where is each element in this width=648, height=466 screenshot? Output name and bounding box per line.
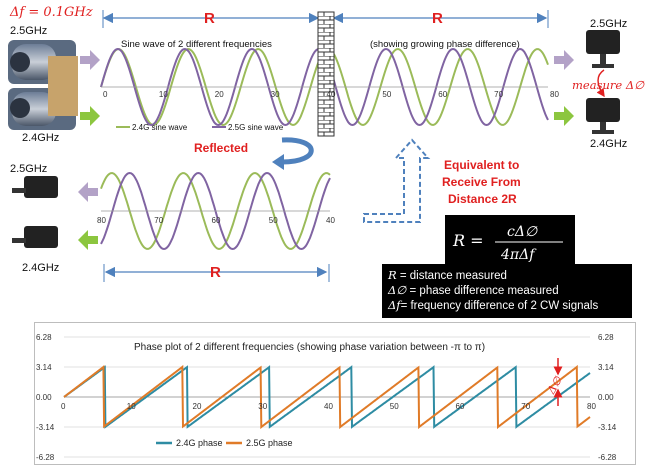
phase-y-tick-left: 6.28 <box>36 333 52 342</box>
top-tick-label: 0 <box>103 90 108 99</box>
phase-grid <box>64 336 590 458</box>
right-note: (showing growing phase difference) <box>370 39 520 50</box>
definition-row: Δf= frequency difference of 2 CW signals <box>388 298 626 313</box>
transmitter-device-top-icon <box>12 176 58 198</box>
freq-high-top: 2.5GHz <box>10 25 47 37</box>
freq-low-top: 2.4GHz <box>22 132 59 144</box>
definition-row: R = distance measured <box>388 268 626 283</box>
measure-label: measure Δ∅ <box>572 78 645 92</box>
phase-chart-frame <box>34 322 636 465</box>
phase-x-tick: 60 <box>456 402 465 411</box>
left-note: Sine wave of 2 different frequencies <box>121 39 272 50</box>
top-tick-label: 20 <box>215 90 224 99</box>
top-tick-label: 50 <box>382 90 391 99</box>
definition-text: = phase difference measured <box>406 285 559 297</box>
phase-y-tick-right: 3.14 <box>598 363 614 372</box>
phase-y-tick-left: -3.14 <box>36 423 55 432</box>
delta-f-label: Δf = 0.1GHz <box>9 5 93 20</box>
phase-y-tick-left: 3.14 <box>36 363 52 372</box>
definitions-box: R = distance measured Δ∅ = phase differe… <box>382 264 632 318</box>
top-tick-label: 10 <box>159 90 168 99</box>
top-tick-label: 30 <box>271 90 280 99</box>
phase-x-tick: 70 <box>521 402 530 411</box>
phase-x-tick: 80 <box>587 402 596 411</box>
phase-line-2-5 <box>63 364 591 430</box>
phase-y-tick-right: 6.28 <box>598 333 614 342</box>
equivalent-line-1: Equivalent to <box>444 158 519 172</box>
wave-2-4-bottom <box>100 172 331 250</box>
freq-low-right: 2.4GHz <box>590 138 627 150</box>
range-label-right: R <box>432 10 443 27</box>
freq-high-bottom: 2.5GHz <box>10 163 47 175</box>
freq-low-bottom: 2.4GHz <box>22 262 59 274</box>
phase-x-tick: 30 <box>258 402 267 411</box>
equivalent-line-3: Distance 2R <box>448 192 517 206</box>
formula-lhs: R = <box>452 231 484 250</box>
top-tick-label: 80 <box>550 90 559 99</box>
top-tick-label: 60 <box>438 90 447 99</box>
formula-box: R = cΔ∅ 4πΔf <box>445 215 575 267</box>
definition-row: Δ∅ = phase difference measured <box>388 283 626 298</box>
phase-y-tick-right: -6.28 <box>598 453 617 462</box>
formula-denominator: 4πΔf <box>500 247 537 263</box>
bottom-tick-label: 80 <box>97 216 106 225</box>
receiver-device-bottom-icon <box>586 98 620 134</box>
green-arrow-icon <box>80 106 100 126</box>
purple-arrow-right-icon <box>554 50 574 70</box>
definition-text: = distance measured <box>396 270 507 282</box>
purple-arrow-bottom-icon <box>78 182 98 202</box>
reflected-label: Reflected <box>194 141 248 155</box>
purple-arrow-icon <box>80 50 100 70</box>
equivalent-line-2: Receive From <box>442 175 521 189</box>
phase-y-tick-right: -3.14 <box>598 423 617 432</box>
phase-ticks: 6.28 3.14 0.00 -3.14 -6.28 6.28 3.14 0.00 -3.14 -… <box>36 333 617 462</box>
phase-series <box>63 364 591 430</box>
phase-y-tick-right: 0.00 <box>598 393 614 402</box>
top-axis-ticks: 0 10 20 30 40 50 60 70 80 <box>103 90 559 99</box>
freq-high-right: 2.5GHz <box>590 18 627 30</box>
green-arrow-right-icon <box>554 106 574 126</box>
bottom-tick-label: 40 <box>326 216 335 225</box>
top-tick-label: 40 <box>327 90 336 99</box>
reflecting-wall <box>317 11 335 137</box>
transmitter-device-bottom-icon <box>12 226 58 248</box>
definition-symbol: Δf <box>388 298 401 312</box>
phase-legend-2-4: 2.4G phase <box>176 438 223 448</box>
green-arrow-bottom-icon <box>78 230 98 250</box>
range-label-bottom: R <box>210 264 221 281</box>
definition-text: = frequency difference of 2 CW signals <box>400 300 599 312</box>
legend-2-4-sine: 2.4G sine wave <box>132 123 188 132</box>
receiver-device-top-icon <box>586 30 620 68</box>
range-label-left: R <box>204 10 215 27</box>
phase-x-tick: 50 <box>390 402 399 411</box>
phase-legend-2-5: 2.5G phase <box>246 438 293 448</box>
bottom-axis-ticks: 80 70 60 50 40 <box>97 216 335 225</box>
phase-x-tick: 10 <box>127 402 136 411</box>
formula-numerator: cΔ∅ <box>507 224 538 240</box>
phase-y-tick-left: 0.00 <box>36 393 52 402</box>
phase-x-tick: 0 <box>61 402 66 411</box>
reflected-curve-arrow <box>281 137 314 165</box>
phase-x-tick: 20 <box>193 402 202 411</box>
equivalent-dashed-arrow <box>363 138 431 223</box>
definition-symbol: R <box>388 268 397 282</box>
bottom-tick-label: 70 <box>154 216 163 225</box>
bottom-tick-label: 50 <box>269 216 278 225</box>
top-tick-label: 70 <box>494 90 503 99</box>
legend-2-5-sine: 2.5G sine wave <box>228 123 284 132</box>
horn-antenna-device-icon <box>8 40 78 130</box>
phase-chart-title: Phase plot of 2 different frequencies (s… <box>134 342 485 353</box>
phase-line-2-4 <box>63 365 591 429</box>
phase-x-tick: 40 <box>324 402 333 411</box>
phase-y-tick-left: -6.28 <box>36 453 55 462</box>
bottom-tick-label: 60 <box>212 216 221 225</box>
definition-symbol: Δ∅ <box>388 283 407 297</box>
